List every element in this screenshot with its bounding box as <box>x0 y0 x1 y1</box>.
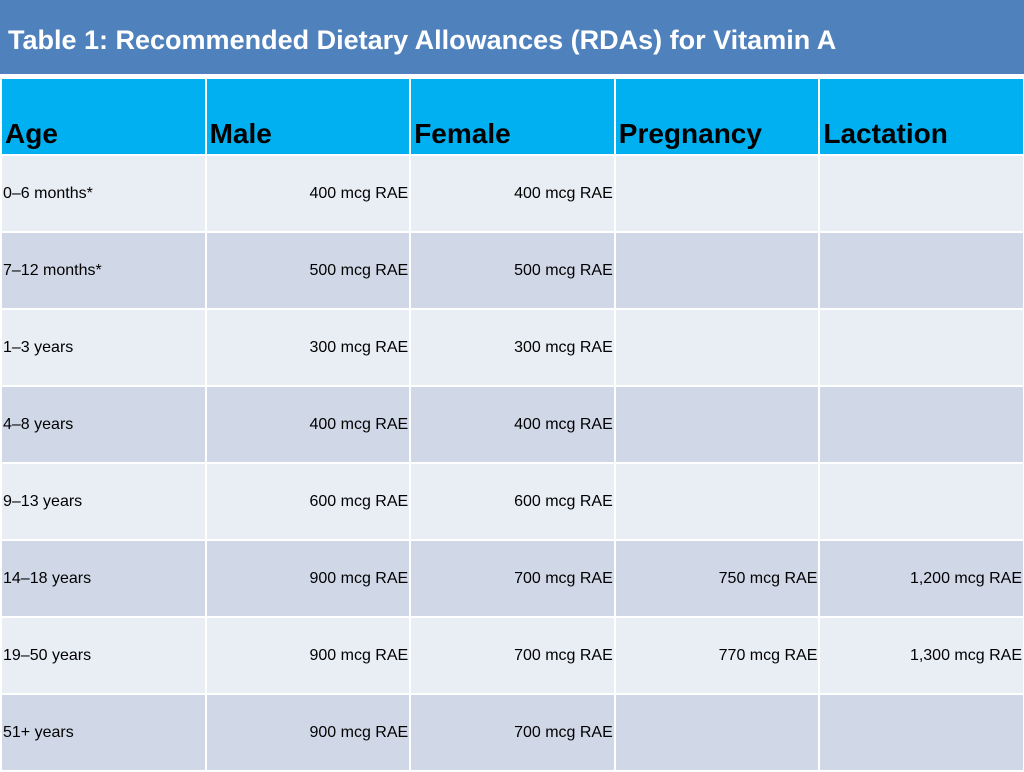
value-cell <box>818 308 1024 387</box>
value-cell <box>613 385 821 464</box>
age-cell: 14–18 years <box>0 539 207 618</box>
table-row: 19–50 years 900 mcg RAE 700 mcg RAE 770 mcg… <box>0 616 1024 695</box>
value-cell: 600 mcg RAE <box>204 462 412 541</box>
column-header: Male <box>204 77 412 156</box>
age-cell: 4–8 years <box>0 385 207 464</box>
value-cell: 400 mcg RAE <box>409 385 616 464</box>
column-header: Age <box>0 77 207 156</box>
table-row: 4–8 years 400 mcg RAE 400 mcg RAE <box>0 385 1024 464</box>
table-row: 14–18 years 900 mcg RAE 700 mcg RAE 750 mcg… <box>0 539 1024 618</box>
table-row: 9–13 years 600 mcg RAE 600 mcg RAE <box>0 462 1024 541</box>
value-cell: 700 mcg RAE <box>409 539 616 618</box>
value-cell: 750 mcg RAE <box>613 539 821 618</box>
table-body: 0–6 months* 400 mcg RAE 400 mcg RAE 7–12 mo… <box>0 154 1024 772</box>
value-cell: 770 mcg RAE <box>613 616 821 695</box>
value-cell: 900 mcg RAE <box>204 539 412 618</box>
rda-table: Age Male Female Pregnancy Lactation 0–6 mont… <box>0 77 1024 772</box>
value-cell <box>613 308 821 387</box>
value-cell: 300 mcg RAE <box>204 308 412 387</box>
value-cell: 500 mcg RAE <box>204 231 412 310</box>
header-row: Age Male Female Pregnancy Lactation <box>0 77 1024 156</box>
value-cell: 500 mcg RAE <box>409 231 616 310</box>
column-header: Lactation <box>818 77 1024 156</box>
value-cell: 700 mcg RAE <box>409 616 616 695</box>
table-row: 7–12 months* 500 mcg RAE 500 mcg RAE <box>0 231 1024 310</box>
value-cell <box>613 231 821 310</box>
table-row: 51+ years 900 mcg RAE 700 mcg RAE <box>0 693 1024 772</box>
value-cell <box>818 693 1024 772</box>
value-cell <box>613 154 821 233</box>
age-cell: 19–50 years <box>0 616 207 695</box>
value-cell <box>818 385 1024 464</box>
value-cell <box>818 154 1024 233</box>
value-cell: 900 mcg RAE <box>204 616 412 695</box>
column-header: Female <box>409 77 616 156</box>
value-cell: 300 mcg RAE <box>409 308 616 387</box>
value-cell: 600 mcg RAE <box>409 462 616 541</box>
value-cell <box>613 693 821 772</box>
column-header: Pregnancy <box>613 77 821 156</box>
table-row: 1–3 years 300 mcg RAE 300 mcg RAE <box>0 308 1024 387</box>
value-cell <box>818 462 1024 541</box>
age-cell: 9–13 years <box>0 462 207 541</box>
value-cell <box>613 462 821 541</box>
table-row: 0–6 months* 400 mcg RAE 400 mcg RAE <box>0 154 1024 233</box>
value-cell: 1,200 mcg RAE <box>818 539 1024 618</box>
value-cell: 400 mcg RAE <box>204 154 412 233</box>
value-cell: 900 mcg RAE <box>204 693 412 772</box>
age-cell: 51+ years <box>0 693 207 772</box>
value-cell: 1,300 mcg RAE <box>818 616 1024 695</box>
value-cell: 400 mcg RAE <box>409 154 616 233</box>
slide-title: Table 1: Recommended Dietary Allowances … <box>0 0 1024 74</box>
age-cell: 7–12 months* <box>0 231 207 310</box>
value-cell: 400 mcg RAE <box>204 385 412 464</box>
value-cell: 700 mcg RAE <box>409 693 616 772</box>
age-cell: 1–3 years <box>0 308 207 387</box>
value-cell <box>818 231 1024 310</box>
age-cell: 0–6 months* <box>0 154 207 233</box>
